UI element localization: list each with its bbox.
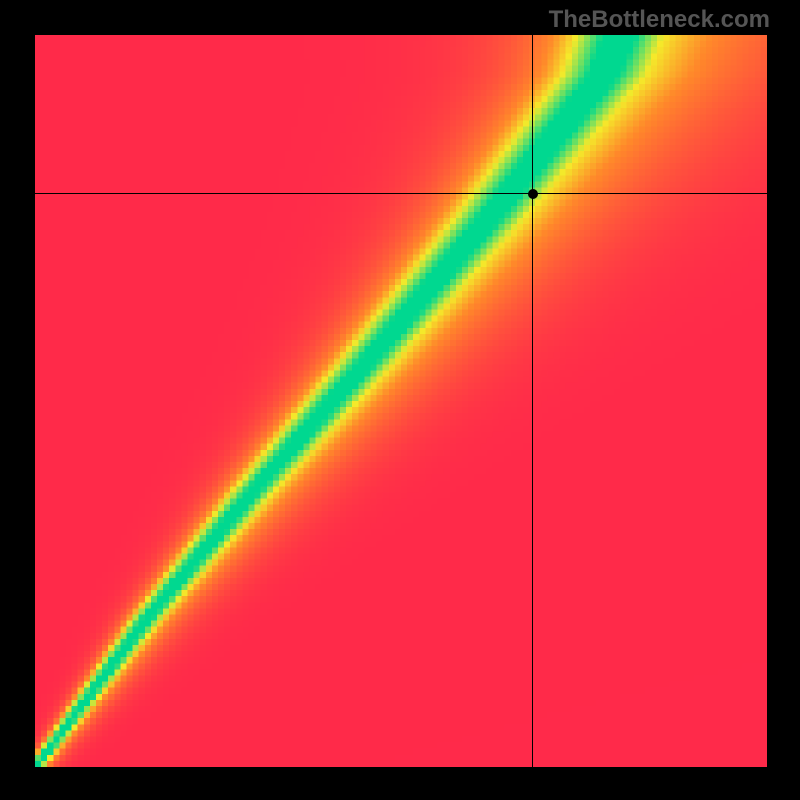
watermark-text: TheBottleneck.com bbox=[549, 6, 770, 34]
crosshair-horizontal bbox=[35, 193, 767, 194]
crosshair-vertical bbox=[532, 35, 533, 767]
chart-container: { "watermark": { "text": "TheBottleneck.… bbox=[0, 0, 800, 800]
crosshair-marker-dot bbox=[528, 189, 538, 199]
heatmap-canvas bbox=[35, 35, 767, 767]
